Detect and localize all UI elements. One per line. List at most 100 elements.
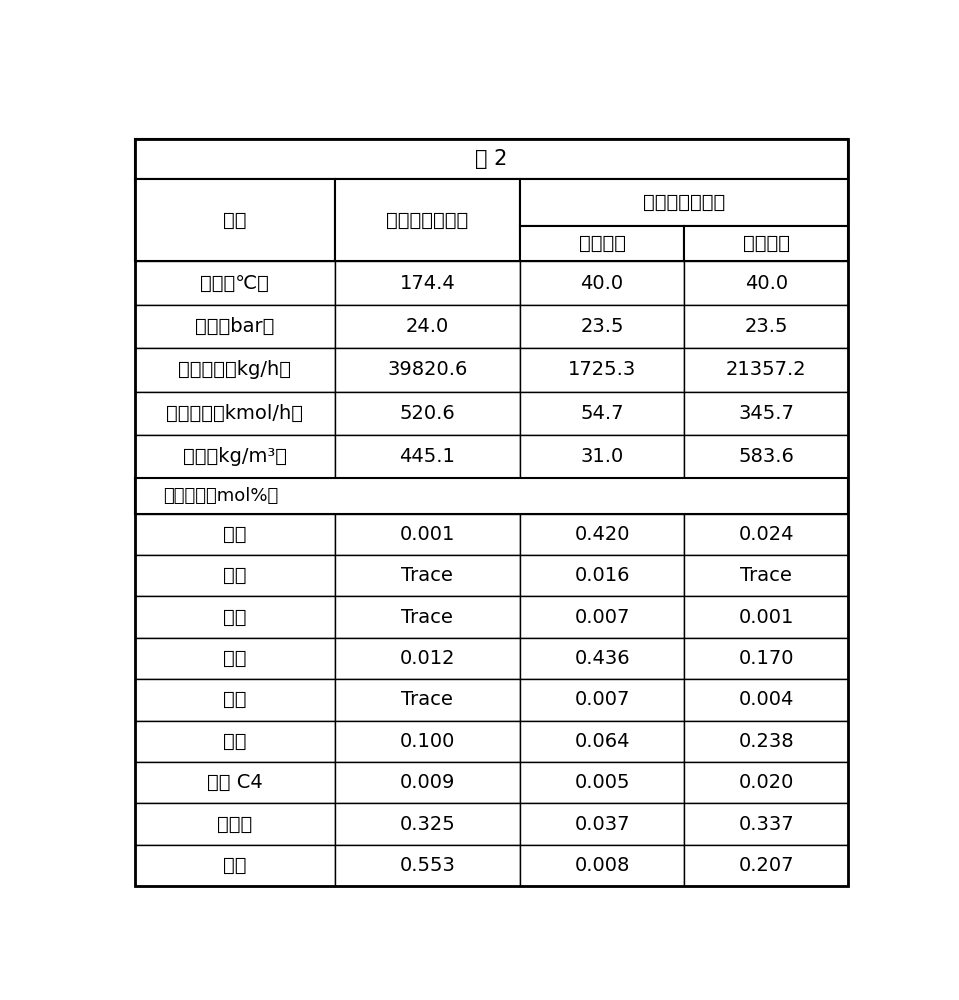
Text: 异戊烷: 异戊烷 — [217, 815, 252, 834]
Text: 0.008: 0.008 — [574, 856, 630, 875]
Bar — [335, 555, 520, 596]
Text: 24.0: 24.0 — [406, 317, 449, 336]
Text: 丁烯: 丁烯 — [222, 732, 246, 751]
Bar — [335, 435, 520, 478]
Text: 40.0: 40.0 — [580, 274, 623, 293]
Bar — [684, 305, 849, 348]
Text: 0.037: 0.037 — [574, 815, 630, 834]
Text: 密度（kg/m³）: 密度（kg/m³） — [182, 447, 287, 466]
Bar — [520, 721, 684, 762]
Bar — [684, 803, 849, 845]
Text: 摩尔组成（mol%）: 摩尔组成（mol%） — [163, 487, 278, 505]
Bar — [684, 514, 849, 555]
Text: 0.016: 0.016 — [574, 566, 630, 585]
Bar — [134, 261, 335, 305]
Bar — [134, 721, 335, 762]
Text: 气相产物: 气相产物 — [578, 234, 625, 253]
Bar — [335, 638, 520, 679]
Text: 惰性 C4: 惰性 C4 — [207, 773, 263, 792]
Text: 583.6: 583.6 — [738, 447, 794, 466]
Bar — [520, 638, 684, 679]
Bar — [134, 514, 335, 555]
Bar — [684, 721, 849, 762]
Bar — [335, 721, 520, 762]
Text: 0.325: 0.325 — [399, 815, 456, 834]
Bar — [684, 638, 849, 679]
Text: 31.0: 31.0 — [580, 447, 623, 466]
Bar — [520, 179, 849, 226]
Bar — [335, 845, 520, 886]
Text: 甲烷: 甲烷 — [222, 608, 246, 627]
Bar — [520, 555, 684, 596]
Text: 0.207: 0.207 — [738, 856, 794, 875]
Bar — [520, 845, 684, 886]
Bar — [335, 348, 520, 392]
Text: 0.007: 0.007 — [574, 690, 630, 709]
Text: 40.0: 40.0 — [744, 274, 787, 293]
Bar — [520, 435, 684, 478]
Bar — [134, 305, 335, 348]
Text: 345.7: 345.7 — [738, 404, 794, 423]
Text: 氮气: 氮气 — [222, 525, 246, 544]
Text: 流股: 流股 — [222, 211, 246, 230]
Bar — [335, 679, 520, 721]
Text: Trace: Trace — [401, 690, 454, 709]
Text: 0.553: 0.553 — [399, 856, 456, 875]
Text: 0.337: 0.337 — [738, 815, 794, 834]
Bar — [134, 392, 335, 435]
Bar — [520, 514, 684, 555]
Text: 0.004: 0.004 — [738, 690, 794, 709]
Text: 174.4: 174.4 — [399, 274, 456, 293]
Bar — [520, 261, 684, 305]
Text: 0.420: 0.420 — [574, 525, 630, 544]
Text: 0.238: 0.238 — [738, 732, 794, 751]
Text: 445.1: 445.1 — [399, 447, 456, 466]
Text: 液相产物: 液相产物 — [742, 234, 789, 253]
Bar — [134, 179, 335, 261]
Bar — [520, 803, 684, 845]
Bar — [335, 305, 520, 348]
Bar — [335, 803, 520, 845]
Bar — [134, 679, 335, 721]
Text: 精馏塔塔顶产物: 精馏塔塔顶产物 — [643, 193, 725, 212]
Text: 21357.2: 21357.2 — [726, 360, 807, 379]
Text: 压力（bar）: 压力（bar） — [195, 317, 274, 336]
Text: Trace: Trace — [740, 566, 792, 585]
Text: 0.064: 0.064 — [574, 732, 630, 751]
Bar — [684, 596, 849, 638]
Text: 0.170: 0.170 — [738, 649, 794, 668]
Text: 0.005: 0.005 — [574, 773, 630, 792]
Bar — [684, 435, 849, 478]
Text: Trace: Trace — [401, 608, 454, 627]
Text: Trace: Trace — [401, 566, 454, 585]
Bar — [335, 596, 520, 638]
Bar — [520, 305, 684, 348]
Bar — [335, 179, 520, 261]
Bar — [134, 762, 335, 803]
Text: 0.020: 0.020 — [738, 773, 794, 792]
Text: 39820.6: 39820.6 — [387, 360, 467, 379]
Text: 0.024: 0.024 — [738, 525, 794, 544]
Bar — [520, 348, 684, 392]
Bar — [520, 596, 684, 638]
Bar — [134, 478, 849, 514]
Text: 23.5: 23.5 — [744, 317, 788, 336]
Bar — [684, 226, 849, 261]
Bar — [520, 226, 684, 261]
Text: 0.012: 0.012 — [400, 649, 455, 668]
Text: 氢气: 氢气 — [222, 566, 246, 585]
Text: 表 2: 表 2 — [476, 149, 507, 169]
Bar — [134, 435, 335, 478]
Text: 0.001: 0.001 — [400, 525, 455, 544]
Text: 温度（℃）: 温度（℃） — [200, 274, 269, 293]
Text: 23.5: 23.5 — [580, 317, 623, 336]
Bar — [684, 679, 849, 721]
Text: 质量流量（kg/h）: 质量流量（kg/h） — [178, 360, 292, 379]
Bar — [134, 638, 335, 679]
Bar — [684, 261, 849, 305]
Bar — [134, 555, 335, 596]
Bar — [684, 392, 849, 435]
Bar — [134, 348, 335, 392]
Bar — [335, 392, 520, 435]
Text: 乙烯: 乙烯 — [222, 649, 246, 668]
